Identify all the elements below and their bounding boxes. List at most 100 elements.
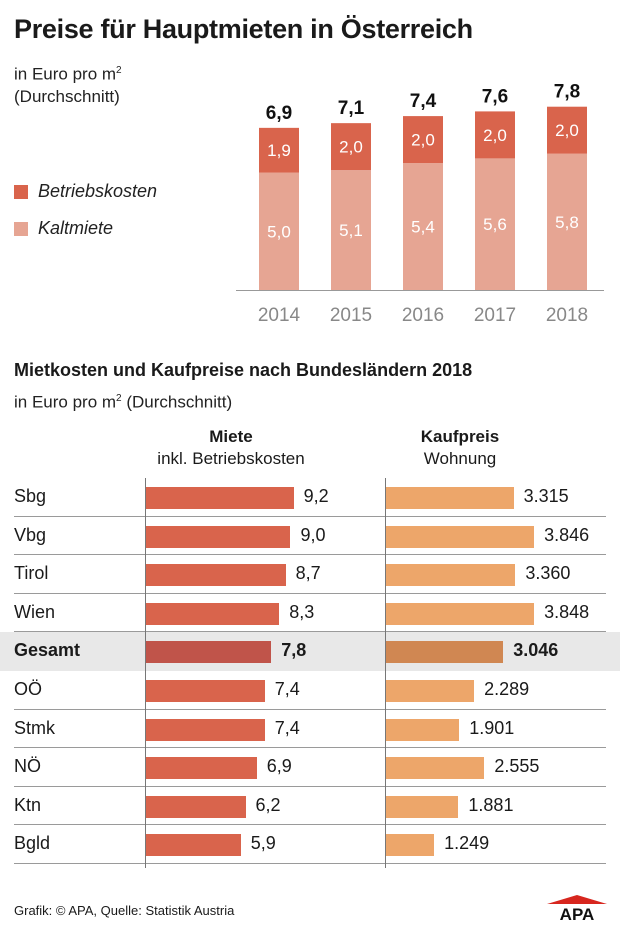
miete-value: 9,2 — [303, 486, 329, 506]
miete-bar — [146, 641, 272, 664]
bar-kaltmiete-2018 — [547, 153, 587, 290]
label-kaltmiete-2016: 5,4 — [411, 218, 435, 237]
miete-value: 9,0 — [300, 524, 326, 545]
bar-kaltmiete-2015 — [331, 170, 371, 290]
table-row: Stmk 7,4 1.901 — [0, 710, 620, 749]
table-row: OÖ 7,4 2.289 — [0, 671, 620, 710]
table-row: Gesamt 7,8 3.046 — [0, 632, 620, 671]
miete-value: 6,2 — [255, 794, 281, 815]
label-betriebskosten-2014: 1,9 — [267, 141, 291, 160]
kaufpreis-value: 2.289 — [484, 678, 530, 699]
x-tick-2015: 2015 — [330, 305, 372, 326]
kaufpreis-bar — [386, 718, 460, 741]
source-footer: Grafik: © APA, Quelle: Statistik Austria — [14, 903, 235, 918]
table-row: Bgld 5,9 1.249 — [0, 825, 620, 864]
bar-betriebskosten-2014 — [259, 127, 299, 173]
region-name: Stmk — [14, 717, 56, 738]
row-divider — [14, 824, 606, 826]
miete-value: 6,9 — [266, 756, 292, 777]
average-note: (Durchschnitt) — [14, 86, 120, 106]
section-subtitle: in Euro pro m2 (Durchschnitt) — [14, 388, 232, 414]
kaufpreis-bar — [386, 834, 435, 857]
col-header-miete-sub: inkl. Betriebskosten — [157, 449, 305, 468]
miete-bar — [146, 602, 280, 625]
row-divider — [14, 592, 606, 594]
kaufpreis-value: 3.046 — [513, 640, 559, 661]
bar-betriebskosten-2016 — [403, 116, 443, 164]
bar-betriebskosten-2018 — [547, 106, 587, 154]
kaufpreis-value: 1.249 — [444, 833, 490, 854]
col-header-kaufpreis-sub: Wohnung — [423, 449, 497, 468]
legend-swatch-betriebskosten — [14, 184, 28, 199]
unit-superscript: 2 — [116, 65, 122, 76]
unit-subtitle: in Euro pro m2 (Durchschnitt) — [14, 60, 122, 108]
row-divider — [14, 747, 606, 749]
row-divider — [14, 708, 606, 710]
row-divider — [14, 631, 606, 633]
total-label-2014: 6,9 — [266, 103, 292, 124]
legend-label-betriebskosten: Betriebskosten — [38, 181, 158, 201]
miete-bar — [146, 487, 294, 509]
table-row: Tirol 8,7 3.360 — [0, 555, 620, 594]
row-divider — [14, 515, 606, 517]
region-name: Ktn — [14, 794, 42, 815]
kaufpreis-bar — [386, 525, 535, 548]
col-header-kaufpreis: Kaufpreis Wohnung — [385, 426, 535, 470]
kaufpreis-bar — [386, 795, 459, 818]
kaufpreis-bar — [386, 679, 475, 702]
chart-title: Preise für Hauptmieten in Österreich — [14, 14, 473, 44]
bar-betriebskosten-2015 — [331, 123, 371, 171]
miete-bar — [146, 525, 291, 548]
total-label-2017: 7,6 — [482, 86, 508, 107]
table-row: Vbg 9,0 3.846 — [0, 517, 620, 556]
label-betriebskosten-2018: 2,0 — [555, 121, 579, 140]
miete-value: 8,7 — [295, 563, 321, 584]
section-title: Mietkosten und Kaufpreise nach Bundeslän… — [14, 360, 473, 380]
table-row: Ktn 6,2 1.881 — [0, 787, 620, 826]
col-header-miete-title: Miete — [209, 427, 253, 446]
table-row: Sbg 9,2 3.315 — [0, 478, 620, 517]
apa-logo-roof — [547, 895, 607, 904]
region-name: Gesamt — [14, 640, 81, 661]
region-name: OÖ — [14, 678, 43, 699]
bar-kaltmiete-2017 — [475, 158, 515, 290]
row-divider — [14, 862, 606, 864]
kaufpreis-bar — [386, 602, 535, 625]
x-tick-2017: 2017 — [474, 305, 516, 326]
region-name: Sbg — [14, 486, 47, 506]
table-row: Wien 8,3 3.848 — [0, 594, 620, 633]
miete-bar — [146, 834, 241, 857]
region-name: Wien — [14, 601, 56, 622]
miete-bar — [146, 718, 265, 741]
total-label-2015: 7,1 — [338, 98, 365, 119]
kaufpreis-axis-line — [385, 478, 386, 868]
kaufpreis-bar — [386, 487, 514, 509]
stacked-bar-chart: 5,0 1,9 6,9 2014 5,1 2,0 7,1 2015 5,4 2,0 7,4 2016 5… — [236, 82, 604, 326]
miete-axis-line — [145, 478, 146, 868]
legend-label-kaltmiete: Kaltmiete — [38, 218, 114, 238]
region-name: Vbg — [14, 524, 47, 545]
apa-logo-text: APA — [560, 905, 595, 921]
miete-value: 7,8 — [281, 640, 307, 661]
apa-logo: APA — [547, 895, 607, 921]
region-name: NÖ — [14, 756, 41, 777]
miete-value: 7,4 — [274, 678, 300, 699]
kaufpreis-value: 3.846 — [544, 524, 590, 545]
x-tick-2016: 2016 — [402, 305, 444, 326]
section-average-note: (Durchschnitt) — [121, 392, 233, 412]
label-kaltmiete-2018: 5,8 — [555, 213, 579, 232]
label-betriebskosten-2017: 2,0 — [483, 126, 507, 145]
miete-value: 8,3 — [289, 601, 315, 622]
miete-bar — [146, 795, 246, 818]
label-betriebskosten-2016: 2,0 — [411, 131, 435, 150]
region-name: Tirol — [14, 563, 49, 584]
label-betriebskosten-2015: 2,0 — [339, 138, 363, 157]
legend-item-betriebskosten: Betriebskosten — [14, 181, 157, 202]
table-row: NÖ 6,9 2.555 — [0, 748, 620, 787]
section-unit-text: in Euro pro m — [14, 392, 117, 412]
x-tick-2014: 2014 — [258, 305, 301, 326]
miete-bar — [146, 757, 257, 780]
kaufpreis-bar — [386, 641, 504, 664]
row-divider — [14, 554, 606, 556]
x-tick-2018: 2018 — [546, 305, 588, 326]
